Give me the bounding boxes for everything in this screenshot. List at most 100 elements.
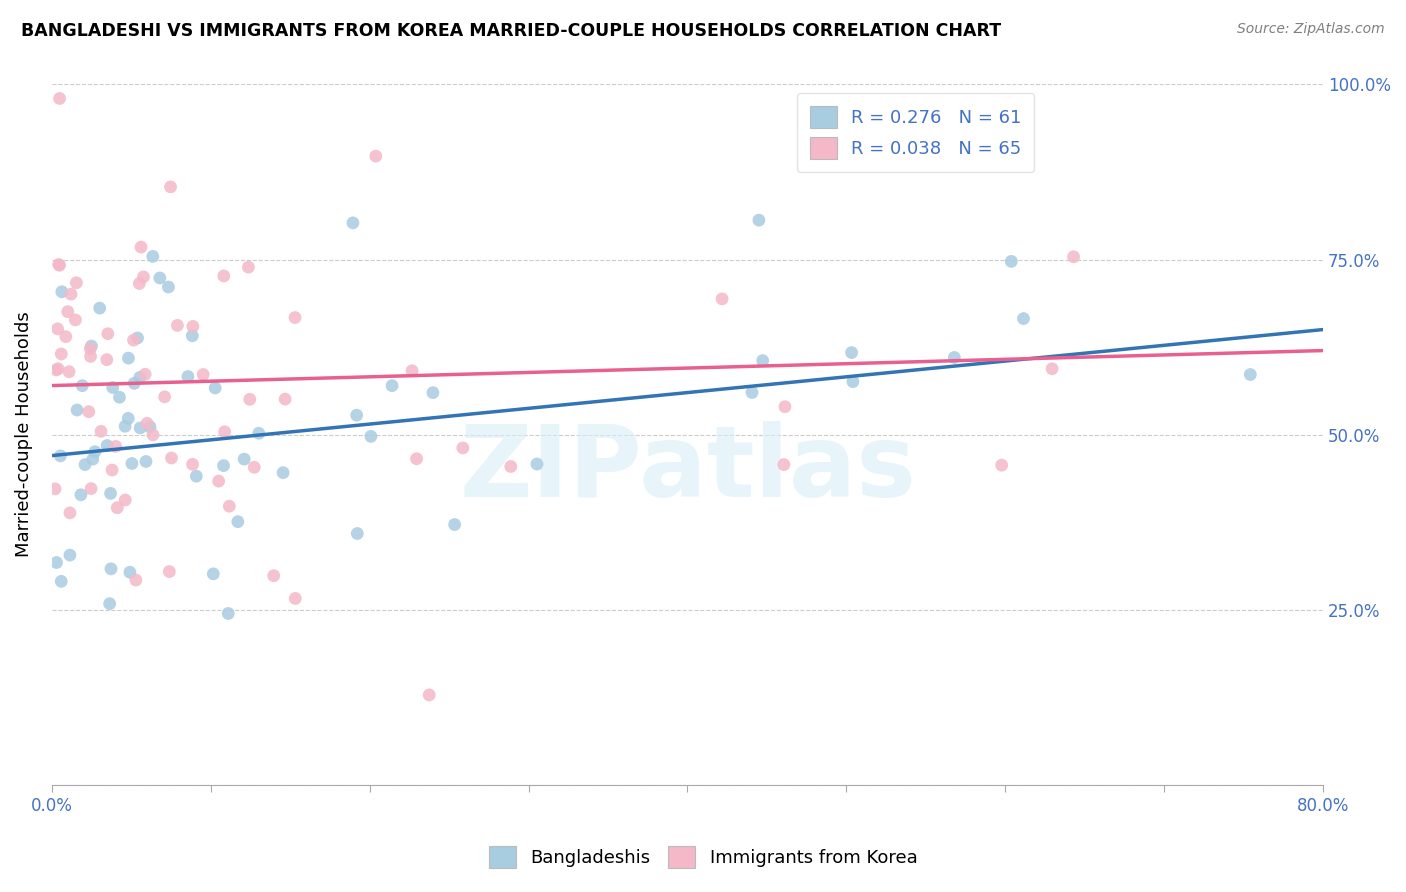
Point [346, 526, 368, 541]
Point [65, 313, 87, 327]
Point [841, 345, 863, 359]
Point [157, 280, 180, 294]
Point [58, 365, 80, 379]
Point [49, 449, 72, 463]
Point [59, 506, 82, 520]
Point [204, 381, 226, 395]
Point [98, 597, 121, 611]
Point [129, 240, 152, 254]
Point [943, 351, 966, 365]
Point [181, 328, 204, 343]
Point [191, 368, 214, 382]
Point [274, 392, 297, 406]
Point [212, 268, 235, 283]
Point [218, 499, 240, 513]
Point [108, 390, 131, 404]
Point [226, 515, 249, 529]
Point [70, 488, 93, 502]
Point [401, 364, 423, 378]
Point [79, 350, 101, 364]
Text: ZIPatlas: ZIPatlas [458, 421, 915, 518]
Point [239, 392, 262, 407]
Point [122, 376, 145, 391]
Point [117, 351, 139, 365]
Point [122, 333, 145, 347]
Point [66, 403, 89, 417]
Point [56, 304, 79, 318]
Point [181, 319, 204, 334]
Point [418, 688, 440, 702]
Point [186, 469, 208, 483]
Point [100, 486, 122, 500]
Point [84, 444, 107, 458]
Point [136, 416, 159, 430]
Point [247, 426, 270, 441]
Point [89, 301, 111, 315]
Point [238, 260, 260, 275]
Point [48, 91, 70, 105]
Point [132, 269, 155, 284]
Legend: Bangladeshis, Immigrants from Korea: Bangladeshis, Immigrants from Korea [478, 835, 928, 879]
Point [166, 318, 188, 333]
Point [142, 428, 165, 442]
Legend: R = 0.276   N = 61, R = 0.038   N = 65: R = 0.276 N = 61, R = 0.038 N = 65 [797, 94, 1035, 172]
Point [96, 352, 118, 367]
Point [1063, 250, 1085, 264]
Point [51, 285, 73, 299]
Point [773, 458, 796, 472]
Point [55, 329, 77, 343]
Point [82, 452, 104, 467]
Point [346, 409, 368, 423]
Point [1040, 361, 1063, 376]
Point [284, 591, 307, 606]
Point [45, 556, 67, 570]
Point [233, 452, 256, 467]
Point [121, 457, 143, 471]
Point [128, 370, 150, 384]
Point [526, 457, 548, 471]
Point [751, 353, 773, 368]
Point [1239, 368, 1261, 382]
Point [105, 500, 128, 515]
Point [181, 458, 204, 472]
Point [72, 378, 94, 392]
Point [741, 385, 763, 400]
Y-axis label: Married-couple Households: Married-couple Households [15, 311, 32, 558]
Point [139, 420, 162, 434]
Point [159, 180, 181, 194]
Point [443, 517, 465, 532]
Point [65, 276, 87, 290]
Point [214, 425, 236, 439]
Point [97, 326, 120, 341]
Point [45, 363, 67, 377]
Point [117, 411, 139, 425]
Point [48, 258, 70, 272]
Point [101, 380, 124, 394]
Point [422, 385, 444, 400]
Point [114, 493, 136, 508]
Point [499, 459, 522, 474]
Point [217, 607, 239, 621]
Point [125, 573, 148, 587]
Point [100, 562, 122, 576]
Point [118, 566, 141, 580]
Point [271, 466, 294, 480]
Point [114, 419, 136, 434]
Point [101, 463, 124, 477]
Point [284, 310, 307, 325]
Point [128, 277, 150, 291]
Point [59, 548, 82, 562]
Point [773, 400, 796, 414]
Point [80, 339, 103, 353]
Point [48, 258, 70, 272]
Point [46, 322, 69, 336]
Point [342, 216, 364, 230]
Point [263, 568, 285, 582]
Text: BANGLADESHI VS IMMIGRANTS FROM KOREA MARRIED-COUPLE HOUSEHOLDS CORRELATION CHART: BANGLADESHI VS IMMIGRANTS FROM KOREA MAR… [21, 22, 1001, 40]
Point [46, 361, 69, 376]
Point [160, 450, 183, 465]
Point [51, 574, 73, 589]
Point [381, 378, 404, 392]
Point [60, 287, 83, 301]
Point [104, 439, 127, 453]
